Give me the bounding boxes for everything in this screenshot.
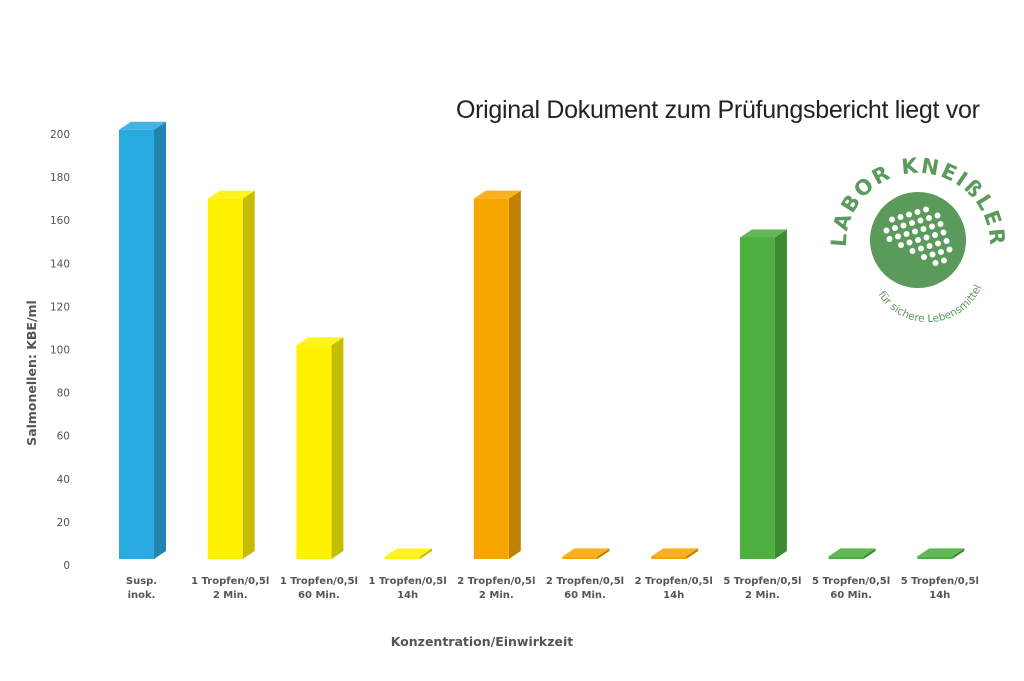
- bar-side: [863, 548, 876, 559]
- bar-top: [207, 190, 255, 199]
- bar-front: [828, 556, 864, 559]
- y-tick-label: 0: [63, 560, 70, 572]
- bar: [651, 548, 699, 559]
- y-tick-label: 100: [50, 345, 70, 357]
- bar-side: [154, 121, 166, 559]
- y-tick-label: 120: [50, 301, 70, 313]
- bar: [917, 548, 965, 559]
- bar: [562, 548, 610, 559]
- bar-front: [119, 129, 154, 559]
- x-axis-labels: Susp. inok. 1 Tropfen/0,5l 2 Min. 1 Tropfen/…: [126, 576, 979, 601]
- bar: [119, 121, 166, 559]
- x-tick-label: 2 Tropfen/0,5l 2 Min.: [457, 576, 535, 601]
- bar-top: [917, 548, 965, 557]
- bar-top: [296, 337, 344, 346]
- document-note: Original Dokument zum Prüfungsbericht li…: [456, 96, 980, 124]
- y-axis-ticks: 0 20 40 60 80 100 120 140 160 180 200: [50, 129, 70, 572]
- bar-side: [331, 337, 344, 559]
- bar-top: [562, 548, 610, 557]
- y-tick-label: 80: [57, 388, 70, 400]
- bar-side: [420, 548, 433, 559]
- bar: [828, 548, 876, 559]
- x-tick-label: 1 Tropfen/0,5l 14h: [369, 576, 447, 601]
- bar: [739, 229, 787, 559]
- bar-front: [385, 556, 421, 559]
- bar: [207, 190, 255, 559]
- bar-front: [562, 556, 598, 559]
- bar-side: [952, 548, 965, 559]
- bar-top: [385, 548, 433, 557]
- x-tick-label: 1 Tropfen/0,5l 2 Min.: [191, 576, 269, 601]
- x-axis-title: Konzentration/Einwirkzeit: [391, 634, 574, 649]
- y-tick-label: 140: [50, 258, 70, 270]
- x-tick-label: 2 Tropfen/0,5l 60 Min.: [546, 576, 624, 601]
- bar-front: [917, 556, 953, 559]
- bar-front: [207, 198, 243, 559]
- x-tick-label: 5 Tropfen/0,5l 2 Min.: [723, 576, 801, 601]
- bar-side: [597, 548, 610, 559]
- bar-top: [651, 548, 699, 557]
- x-tick-label: 5 Tropfen/0,5l 14h: [901, 576, 979, 601]
- bar-front: [739, 237, 775, 559]
- bar-front: [296, 345, 332, 559]
- bar: [473, 190, 521, 559]
- bar-side: [774, 229, 787, 559]
- y-tick-label: 200: [50, 129, 70, 141]
- bar-front: [473, 198, 509, 559]
- bar-top: [473, 190, 521, 199]
- x-tick-label: 5 Tropfen/0,5l 60 Min.: [812, 576, 890, 601]
- bar: [296, 337, 344, 559]
- bar: [385, 548, 433, 559]
- x-tick-label: Susp. inok.: [126, 576, 157, 601]
- bar-side: [508, 190, 521, 559]
- y-tick-label: 20: [57, 517, 70, 529]
- bar-side: [686, 548, 699, 559]
- bar-side: [242, 190, 255, 559]
- x-tick-label: 1 Tropfen/0,5l 60 Min.: [280, 576, 358, 601]
- x-tick-label: 2 Tropfen/0,5l 14h: [635, 576, 713, 601]
- y-tick-label: 60: [57, 431, 70, 443]
- y-axis-title: Salmonellen: KBE/ml: [24, 300, 39, 446]
- y-tick-label: 180: [50, 172, 70, 184]
- y-tick-label: 40: [57, 474, 70, 486]
- bars: [119, 121, 965, 559]
- bar-front: [651, 556, 687, 559]
- bar-top: [828, 548, 876, 557]
- y-tick-label: 160: [50, 215, 70, 227]
- bar-top: [119, 121, 166, 130]
- bar-top: [739, 229, 787, 238]
